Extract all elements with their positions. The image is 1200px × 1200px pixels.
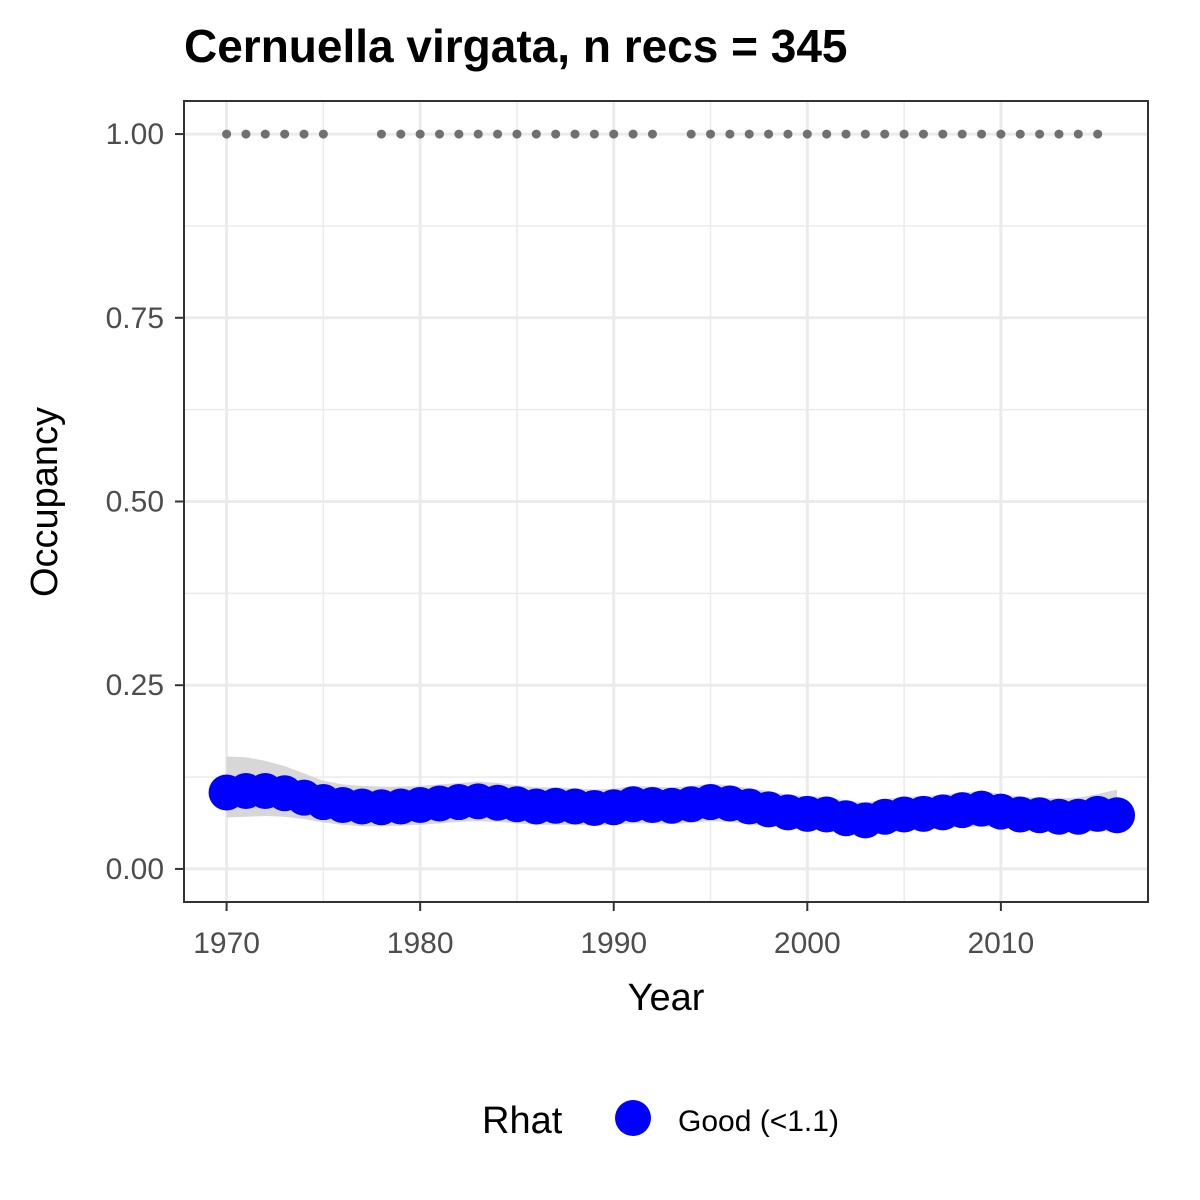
legend-key-circle <box>615 1100 651 1136</box>
record-dot <box>647 129 657 139</box>
record-dot <box>1093 129 1103 139</box>
record-dot <box>706 129 716 139</box>
y-tick-label: 0.75 <box>106 302 164 335</box>
record-dot <box>512 129 522 139</box>
record-dot <box>860 129 870 139</box>
record-dot <box>415 129 425 139</box>
record-dot <box>376 129 386 139</box>
legend: Rhat Good (<1.1) <box>482 1100 839 1142</box>
record-dot <box>628 129 638 139</box>
x-tick-label: 2010 <box>968 927 1035 960</box>
record-dot <box>280 129 290 139</box>
record-dot <box>454 129 464 139</box>
grid-lines <box>184 101 1148 902</box>
record-year-dots <box>222 129 1103 139</box>
record-dot <box>396 129 406 139</box>
record-dot <box>841 129 851 139</box>
record-dot <box>1073 129 1083 139</box>
record-dot <box>880 129 890 139</box>
occupancy-points <box>208 773 1136 839</box>
record-dot <box>570 129 580 139</box>
record-dot <box>977 129 987 139</box>
record-dot <box>957 129 967 139</box>
record-dot <box>822 129 832 139</box>
y-tick-label: 0.50 <box>106 486 164 519</box>
record-dot <box>609 129 619 139</box>
record-dot <box>938 129 948 139</box>
x-tick-label: 1990 <box>580 927 647 960</box>
record-dot <box>802 129 812 139</box>
record-dot <box>551 129 561 139</box>
record-dot <box>1035 129 1045 139</box>
record-dot <box>725 129 735 139</box>
record-dot <box>744 129 754 139</box>
y-axis-title: Occupancy <box>24 407 66 597</box>
legend-label: Good (<1.1) <box>678 1105 839 1138</box>
chart-title: Cernuella virgata, n recs = 345 <box>184 20 848 72</box>
record-dot <box>918 129 928 139</box>
record-dot <box>222 129 232 139</box>
axes: 1970 1980 1990 2000 2010 0.00 0.25 0.50 0.75 1.00 <box>106 118 1035 960</box>
record-dot <box>1015 129 1025 139</box>
x-tick-label: 2000 <box>774 927 841 960</box>
record-dot <box>260 129 270 139</box>
record-dot <box>589 129 599 139</box>
record-dot <box>1054 129 1064 139</box>
y-tick-label: 0.25 <box>106 669 164 702</box>
record-dot <box>686 129 696 139</box>
x-axis-title: Year <box>628 977 705 1019</box>
record-dot <box>241 129 251 139</box>
y-tick-label: 1.00 <box>106 118 164 151</box>
x-tick-label: 1970 <box>193 927 260 960</box>
record-dot <box>783 129 793 139</box>
record-dot <box>318 129 328 139</box>
legend-title: Rhat <box>482 1100 563 1142</box>
record-dot <box>531 129 541 139</box>
record-dot <box>473 129 483 139</box>
y-tick-label: 0.00 <box>106 853 164 886</box>
record-dot <box>435 129 445 139</box>
x-tick-label: 1980 <box>387 927 454 960</box>
occupancy-point <box>1099 797 1136 834</box>
record-dot <box>493 129 503 139</box>
record-dot <box>996 129 1006 139</box>
record-dot <box>299 129 309 139</box>
record-dot <box>764 129 774 139</box>
record-dot <box>899 129 909 139</box>
